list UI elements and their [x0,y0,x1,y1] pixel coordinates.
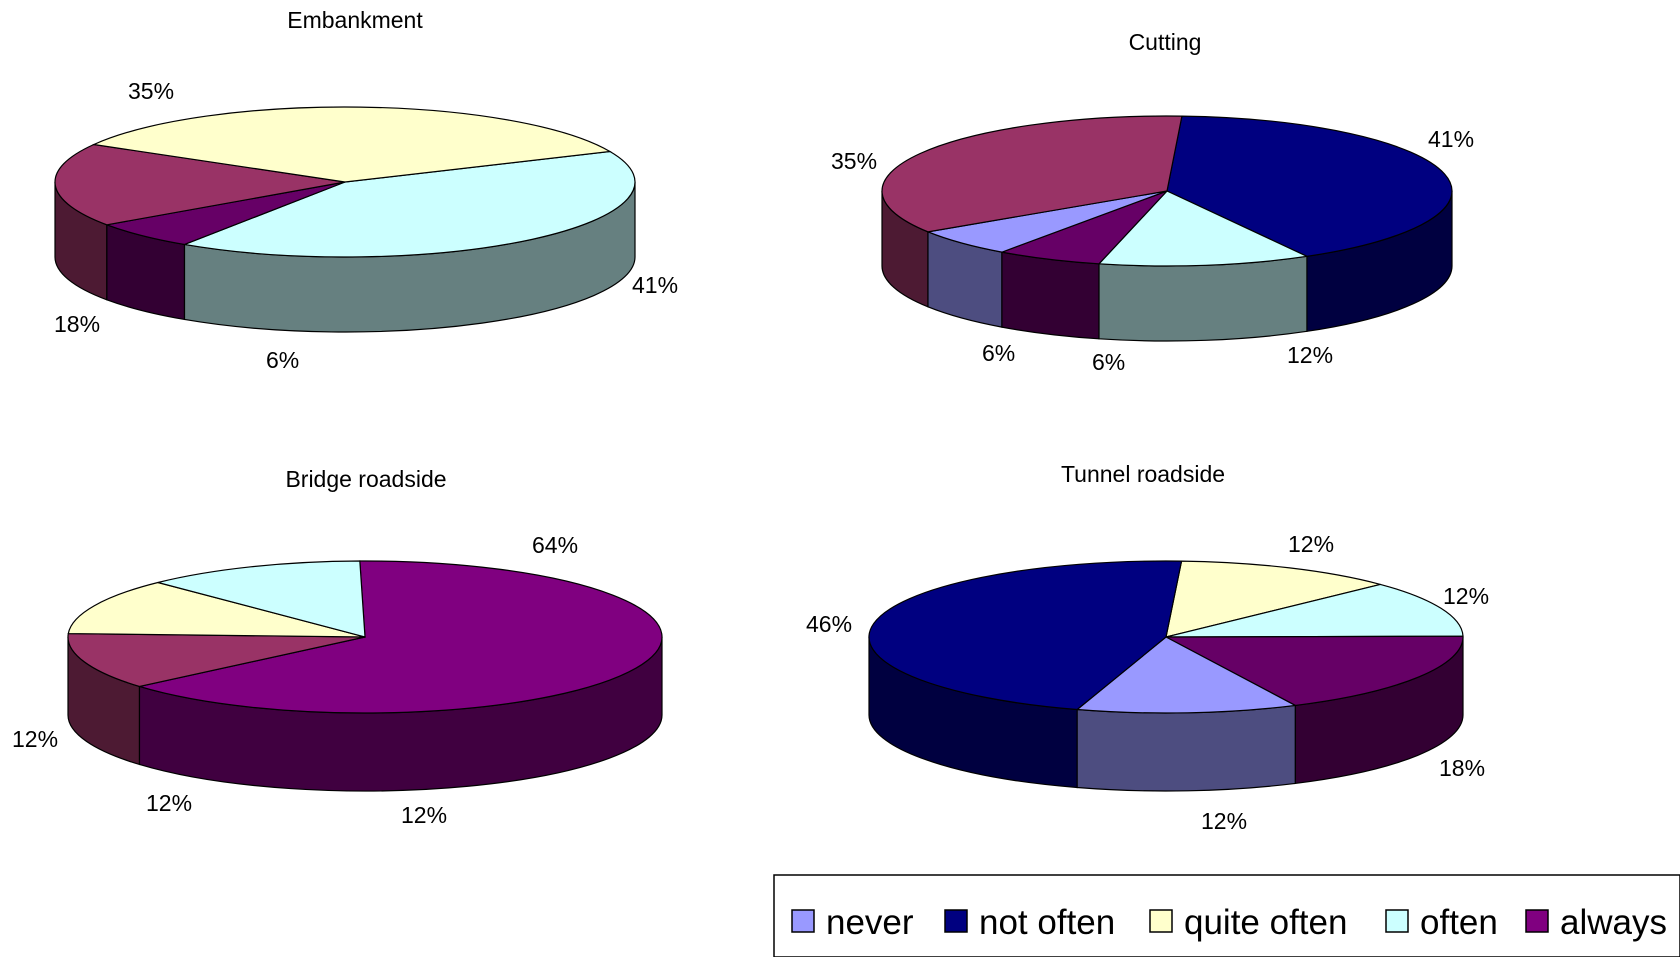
pie-slice-quite-often [91,106,612,183]
chart-title-tunnel-roadside: Tunnel roadside [1061,461,1225,487]
slice-label-quite-often: 12% [1288,531,1334,557]
slice-label-always: 64% [532,532,578,558]
slice-label-never: 12% [1201,808,1247,834]
pie-slice-quite-often [1165,560,1381,638]
legend-label-always: always [1560,903,1667,942]
pie-slice-not-often [868,560,1183,711]
pie-side-never [1076,704,1296,792]
slice-label-always: 18% [1439,755,1485,781]
pie-side-always [1001,251,1100,340]
pie-slice-maroon [54,143,346,226]
chart-title-bridge-roadside: Bridge roadside [285,466,446,492]
pie-slice-always [1165,635,1464,707]
slice-label-not-often: 41% [1428,126,1474,152]
legend: never not often quite often often always [773,874,1680,957]
pie-slice-often [1097,190,1309,267]
pie-side-often [1098,255,1308,342]
slice-label-maroon: 18% [54,311,100,337]
pct-labels-bridge-roadside: 64% 12% 12% 12% [12,532,578,828]
pct-labels-tunnel-roadside: 12% 12% 18% 12% 46% [806,531,1489,834]
slice-label-often: 12% [1287,342,1333,368]
pie-slice-maroon [881,115,1183,233]
slice-label-always: 6% [266,347,299,373]
pie-chart-cutting [881,115,1453,342]
chart-title-embankment: Embankment [287,7,423,33]
pie-slice-always [139,560,663,714]
legend-item-always: always [1525,903,1667,942]
slice-label-often: 41% [632,272,678,298]
legend-swatch-never [791,909,815,933]
slice-label-maroon: 12% [401,802,447,828]
pie-slice-not-often [1166,115,1453,257]
legend-label-not-often: not often [979,903,1115,942]
pie-slice-maroon [67,632,366,688]
slice-label-maroon: 35% [831,148,877,174]
legend-item-not-often: not often [944,903,1115,942]
legend-label-quite-often: quite often [1184,903,1347,942]
legend-swatch-often [1385,909,1409,933]
legend-label-often: often [1420,903,1498,942]
slice-label-always: 6% [1092,349,1125,375]
chart-title-cutting: Cutting [1129,29,1202,55]
slice-label-quite-often: 35% [128,78,174,104]
legend-label-never: never [826,903,914,942]
legend-item-often: often [1385,903,1498,942]
slice-label-often: 12% [1443,583,1489,609]
slice-label-often: 12% [12,726,58,752]
pie-slice-often [182,150,636,258]
pie-slice-often [1165,583,1464,638]
pie-slice-often [157,560,366,638]
pie-slice-never [1075,636,1298,714]
pie-slice-quite-often [67,581,366,638]
slice-label-never: 6% [982,340,1015,366]
pie-chart-tunnel-roadside [868,560,1464,792]
legend-swatch-quite-often [1149,909,1173,933]
pie-chart-bridge-roadside [67,560,663,792]
slice-label-not-often: 46% [806,611,852,637]
legend-item-never: never [791,903,914,942]
slice-label-quite-often: 12% [146,790,192,816]
pie-chart-embankment [54,106,636,333]
pct-labels-embankment: 41% 6% 18% 35% [54,78,678,373]
pct-labels-cutting: 41% 12% 6% 6% 35% [831,126,1474,375]
legend-swatch-always [1525,909,1549,933]
legend-swatch-not-often [944,909,968,933]
legend-item-quite-often: quite often [1149,903,1347,942]
